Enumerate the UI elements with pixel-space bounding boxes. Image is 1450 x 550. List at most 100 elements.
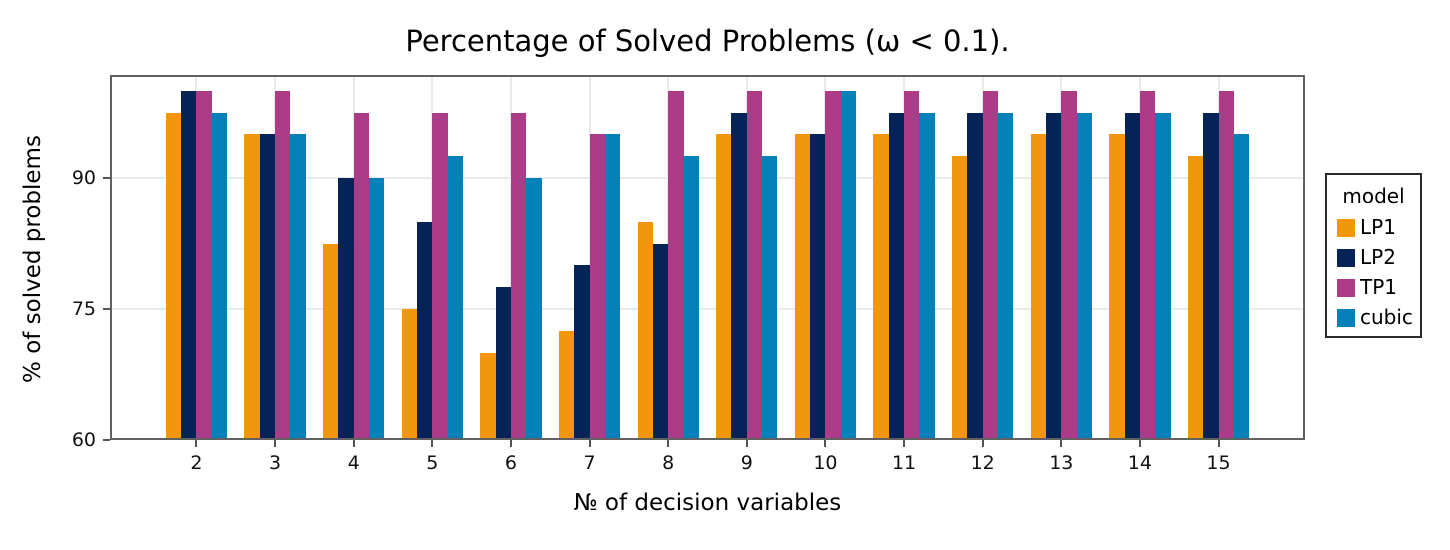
bar-TP1-x12 — [982, 90, 998, 440]
gridline-horizontal — [110, 177, 1305, 180]
x-tick-mark — [509, 440, 512, 447]
bar-cubic-x10 — [840, 90, 857, 440]
bar-LP1-x9 — [716, 134, 732, 440]
bar-cubic-x9 — [762, 156, 778, 440]
bar-cubic-x5 — [447, 156, 463, 440]
bar-cubic-x7 — [604, 134, 621, 440]
x-tick-mark — [1060, 440, 1063, 447]
bar-LP1-x4 — [323, 243, 339, 440]
bar-cubic-x2 — [211, 112, 228, 440]
x-tick-label: 15 — [1206, 452, 1231, 474]
bar-LP1-x11 — [873, 134, 889, 440]
bar-LP2-x7 — [574, 265, 590, 440]
bar-TP1-x6 — [510, 112, 527, 440]
x-tick-mark — [667, 440, 670, 447]
x-tick-mark — [1217, 440, 1220, 447]
x-tick-mark — [195, 440, 198, 447]
x-tick-mark — [274, 440, 277, 447]
bar-TP1-x9 — [746, 90, 763, 440]
legend-entries: LP1 LP2 TP1 cubic — [1327, 217, 1420, 329]
x-tick-mark — [352, 440, 355, 447]
bar-LP2-x13 — [1045, 112, 1062, 440]
x-tick-label: 11 — [891, 452, 917, 474]
legend-swatch-LP1 — [1337, 218, 1355, 237]
y-axis-label: % of solved problems — [20, 135, 46, 383]
plot-background — [110, 75, 1305, 440]
legend: model LP1 LP2 TP1 cubic — [1325, 173, 1422, 338]
legend-label: LP2 — [1360, 245, 1396, 269]
bar-TP1-x13 — [1061, 90, 1077, 440]
bar-LP2-x14 — [1124, 112, 1140, 440]
x-tick-label: 14 — [1127, 452, 1152, 474]
x-tick-mark — [745, 440, 748, 447]
bar-LP2-x4 — [338, 178, 354, 440]
bar-LP2-x10 — [810, 134, 826, 440]
bar-cubic-x4 — [369, 178, 385, 440]
x-tick-label: 6 — [504, 452, 517, 474]
bar-cubic-x11 — [919, 112, 935, 440]
legend-swatch-cubic — [1337, 308, 1355, 327]
y-tick-mark — [103, 308, 110, 311]
bar-LP1-x8 — [637, 221, 653, 440]
chart-title: Percentage of Solved Problems (ω < 0.1). — [405, 24, 1010, 58]
legend-label: cubic — [1360, 305, 1413, 329]
legend-swatch-LP2 — [1337, 248, 1355, 267]
bar-TP1-x10 — [825, 90, 841, 440]
x-tick-label: 5 — [426, 452, 439, 474]
bar-LP1-x14 — [1109, 134, 1125, 440]
legend-entry-LP2: LP2 — [1337, 245, 1420, 269]
bar-LP1-x6 — [480, 352, 496, 440]
gridline-horizontal — [110, 308, 1305, 311]
bar-LP2-x9 — [731, 112, 747, 440]
legend-title: model — [1342, 184, 1405, 208]
x-tick-mark — [903, 440, 906, 447]
x-tick-label: 12 — [970, 452, 995, 474]
bar-cubic-x8 — [683, 156, 699, 440]
x-tick-mark — [824, 440, 827, 447]
y-tick-mark — [103, 439, 110, 441]
x-tick-mark — [588, 440, 591, 447]
legend-entry-cubic: cubic — [1337, 305, 1420, 329]
bar-TP1-x2 — [196, 90, 212, 440]
bar-TP1-x11 — [904, 90, 920, 440]
bar-LP1-x5 — [401, 309, 417, 440]
bar-LP2-x2 — [181, 90, 197, 440]
x-tick-label: 13 — [1049, 452, 1074, 474]
y-tick-label: 60 — [71, 429, 96, 451]
bar-TP1-x3 — [275, 90, 291, 440]
bar-LP1-x7 — [558, 330, 575, 440]
bar-TP1-x5 — [432, 112, 448, 440]
x-tick-label: 10 — [813, 452, 838, 474]
bar-LP1-x3 — [244, 134, 260, 440]
legend-entry-TP1: TP1 — [1337, 275, 1420, 299]
bar-cubic-x6 — [526, 178, 542, 440]
bar-LP1-x2 — [165, 112, 182, 440]
bar-TP1-x8 — [668, 90, 684, 440]
bar-TP1-x15 — [1218, 90, 1234, 440]
y-tick-label: 75 — [71, 298, 96, 321]
y-tick-label: 90 — [71, 167, 96, 190]
x-axis-label: № of decision variables — [573, 490, 842, 516]
bar-LP2-x15 — [1203, 112, 1219, 440]
x-tick-mark — [981, 440, 984, 447]
y-tick-mark — [103, 177, 110, 180]
x-tick-label: 3 — [269, 452, 282, 474]
bar-LP2-x3 — [259, 134, 276, 440]
bar-LP1-x15 — [1187, 156, 1204, 440]
bar-cubic-x3 — [290, 134, 306, 440]
x-tick-mark — [431, 440, 434, 447]
legend-entry-LP1: LP1 — [1337, 217, 1420, 237]
x-tick-label: 2 — [190, 452, 203, 474]
legend-swatch-TP1 — [1337, 278, 1355, 297]
bar-cubic-x13 — [1076, 112, 1092, 440]
bar-TP1-x7 — [589, 134, 605, 440]
bar-LP2-x5 — [417, 221, 433, 440]
bar-cubic-x15 — [1233, 134, 1250, 440]
x-tick-label: 4 — [347, 452, 360, 474]
x-tick-label: 7 — [583, 452, 596, 474]
legend-label: TP1 — [1360, 275, 1398, 299]
bar-cubic-x12 — [997, 112, 1014, 440]
bar-LP2-x8 — [652, 243, 669, 440]
x-tick-label: 8 — [662, 452, 675, 474]
